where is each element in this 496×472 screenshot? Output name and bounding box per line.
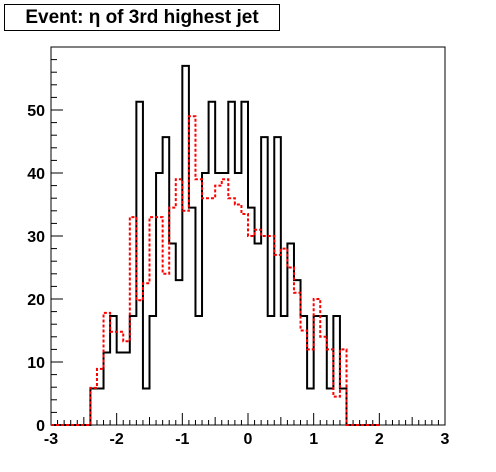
x-tick-label: 1	[309, 431, 318, 448]
x-tick-label: 2	[375, 431, 384, 448]
series-group	[51, 64, 380, 426]
y-tick-label: 10	[27, 355, 45, 372]
x-tick-label: 0	[244, 431, 253, 448]
chart-title: Event: η of 3rd highest jet	[4, 4, 280, 31]
x-tick-label: -2	[110, 431, 124, 448]
x-tick-label: -3	[44, 431, 58, 448]
y-tick-label: 20	[27, 292, 45, 309]
axis-ticks	[50, 46, 446, 426]
x-tick-label: -1	[175, 431, 189, 448]
histogram-series-red-dashed	[51, 115, 380, 426]
histogram-series-black-solid	[51, 64, 380, 426]
y-tick-label: 50	[27, 103, 45, 120]
x-tick-label: 3	[441, 431, 450, 448]
y-tick-label: 0	[36, 418, 45, 435]
y-tick-label: 40	[27, 166, 45, 183]
y-tick-label: 30	[27, 229, 45, 246]
